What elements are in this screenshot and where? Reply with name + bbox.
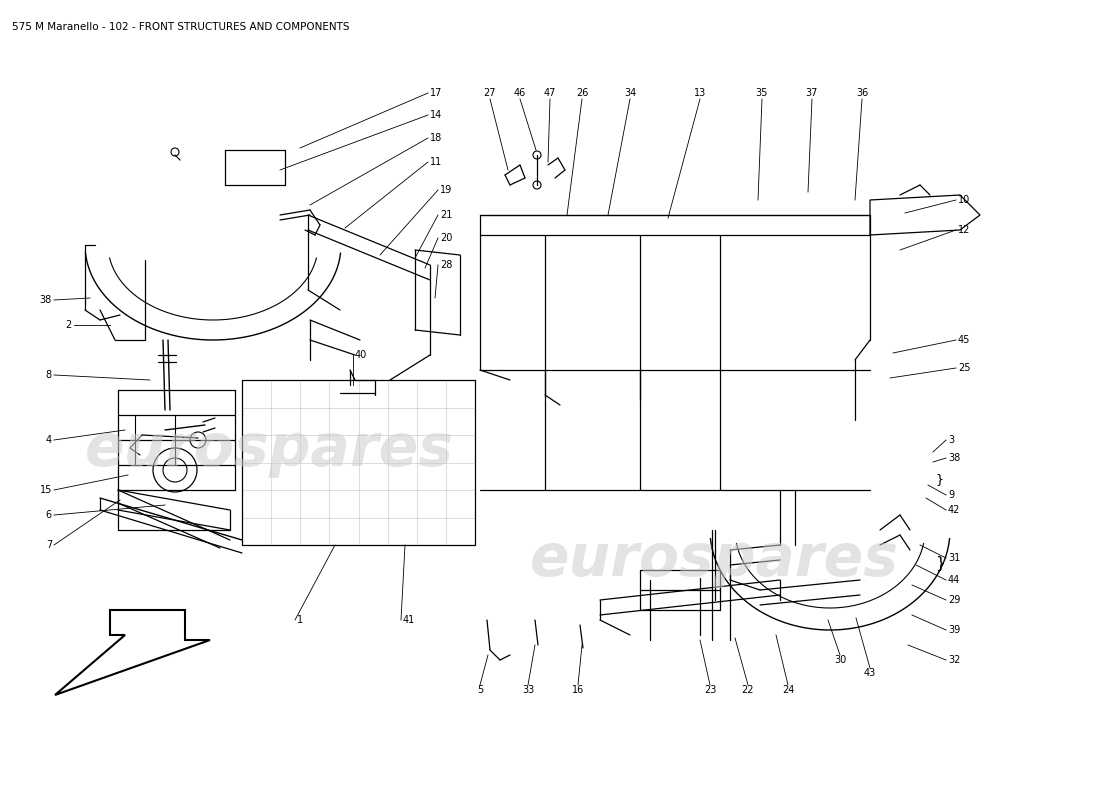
Text: 1: 1 [297, 615, 304, 625]
Text: 42: 42 [948, 505, 960, 515]
Text: 36: 36 [856, 88, 868, 98]
Text: 30: 30 [834, 655, 846, 665]
Text: 33: 33 [521, 685, 535, 695]
Text: 15: 15 [40, 485, 52, 495]
Circle shape [534, 181, 541, 189]
Text: 9: 9 [948, 490, 954, 500]
Text: 29: 29 [948, 595, 960, 605]
Text: 8: 8 [46, 370, 52, 380]
Text: 47: 47 [543, 88, 557, 98]
Text: 41: 41 [403, 615, 416, 625]
Polygon shape [242, 380, 475, 545]
Text: 4: 4 [46, 435, 52, 445]
Text: 2: 2 [66, 320, 72, 330]
Text: 35: 35 [756, 88, 768, 98]
Text: 38: 38 [948, 453, 960, 463]
Text: 7: 7 [46, 540, 52, 550]
Text: 32: 32 [948, 655, 960, 665]
Text: 5: 5 [477, 685, 483, 695]
Text: 11: 11 [430, 157, 442, 167]
Text: 13: 13 [694, 88, 706, 98]
Text: 22: 22 [741, 685, 755, 695]
Circle shape [163, 458, 187, 482]
Circle shape [534, 151, 541, 159]
Text: 38: 38 [40, 295, 52, 305]
Text: 20: 20 [440, 233, 452, 243]
Text: 37: 37 [806, 88, 818, 98]
Text: 18: 18 [430, 133, 442, 143]
Text: eurospares: eurospares [85, 422, 454, 478]
Text: 21: 21 [440, 210, 452, 220]
Text: 3: 3 [948, 435, 954, 445]
Text: 24: 24 [782, 685, 794, 695]
Text: 17: 17 [430, 88, 442, 98]
Text: 27: 27 [484, 88, 496, 98]
Text: 43: 43 [864, 668, 876, 678]
Text: 46: 46 [514, 88, 526, 98]
Text: 34: 34 [624, 88, 636, 98]
Text: 10: 10 [958, 195, 970, 205]
Text: 25: 25 [958, 363, 970, 373]
Polygon shape [55, 610, 210, 695]
Text: 575 M Maranello - 102 - FRONT STRUCTURES AND COMPONENTS: 575 M Maranello - 102 - FRONT STRUCTURES… [12, 22, 350, 32]
Text: 40: 40 [355, 350, 367, 360]
Text: 39: 39 [948, 625, 960, 635]
Text: 45: 45 [958, 335, 970, 345]
Text: 6: 6 [46, 510, 52, 520]
Text: 16: 16 [572, 685, 584, 695]
Text: 19: 19 [440, 185, 452, 195]
Circle shape [153, 448, 197, 492]
Text: }: } [935, 474, 943, 486]
Circle shape [170, 148, 179, 156]
Text: 31: 31 [948, 553, 960, 563]
Text: 23: 23 [704, 685, 716, 695]
Text: 44: 44 [948, 575, 960, 585]
Text: 26: 26 [575, 88, 589, 98]
Text: }: } [935, 555, 945, 570]
Circle shape [190, 432, 206, 448]
Text: 14: 14 [430, 110, 442, 120]
Text: eurospares: eurospares [530, 531, 899, 589]
Text: 12: 12 [958, 225, 970, 235]
Text: 28: 28 [440, 260, 452, 270]
